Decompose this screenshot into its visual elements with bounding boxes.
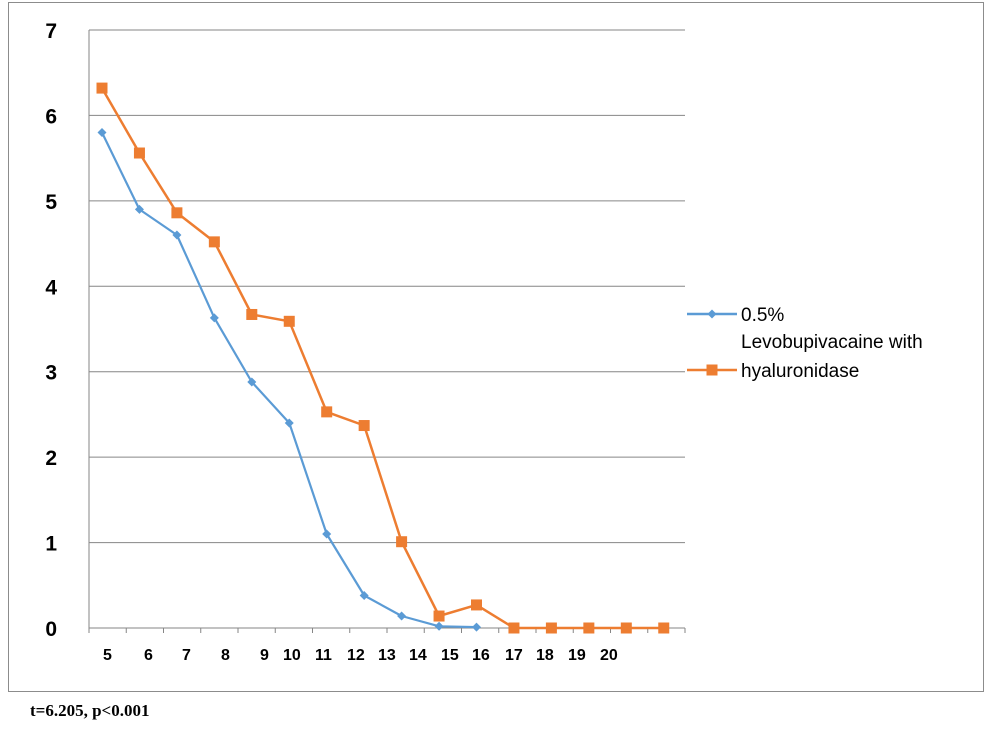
x-tick-labels: 5 6 7 8 9 10 11 12 13 14 15 16 17 18 19 20	[103, 647, 618, 664]
x-tick-label: 12	[347, 647, 365, 664]
legend-label-line-2: Levobupivacaine with	[741, 332, 923, 353]
x-tick-label: 5	[103, 647, 112, 664]
x-tick-label: 8	[221, 647, 230, 664]
legend-marker-series-1	[707, 309, 717, 319]
y-tick-label: 6	[45, 105, 57, 128]
y-tick-label: 1	[45, 533, 57, 556]
series-1-point	[472, 622, 481, 632]
y-tick-labels: 0 1 2 3 4 5 6 7	[45, 20, 57, 641]
x-tick-label: 11	[315, 647, 332, 664]
legend-marker-series-2	[706, 364, 718, 376]
series-2-point	[658, 622, 670, 634]
series-1-point	[172, 230, 182, 240]
series-2-point	[545, 622, 557, 634]
series-1-point	[434, 621, 444, 631]
y-tick-label: 3	[45, 362, 57, 385]
y-tick-label: 4	[45, 276, 57, 299]
series-1-point	[322, 529, 332, 539]
series-2	[96, 82, 670, 634]
series-1-point	[359, 591, 369, 601]
x-tick-label: 20	[600, 647, 618, 664]
series-1-point	[247, 377, 257, 387]
x-tick-label: 17	[505, 647, 523, 664]
x-tick-label: 9	[260, 647, 269, 664]
series	[96, 82, 670, 634]
y-tick-label: 2	[45, 447, 57, 470]
x-tick-label: 18	[536, 647, 554, 664]
statistics-footnote: t=6.205, p<0.001	[30, 701, 150, 720]
series-2-point	[508, 622, 520, 634]
series-1-point	[397, 611, 407, 621]
series-2-point	[583, 622, 595, 634]
x-tick-label: 10	[283, 647, 301, 664]
x-tick-label: 14	[409, 647, 427, 664]
series-1-point	[209, 313, 219, 323]
series-1-line	[101, 132, 477, 629]
series-2-point	[171, 207, 183, 219]
y-tick-label: 5	[45, 191, 57, 214]
legend-label-line-1: 0.5%	[741, 305, 784, 326]
series-2-point	[208, 236, 220, 248]
y-tick-label: 0	[45, 618, 57, 641]
series-2-point	[620, 622, 632, 634]
x-tick-label: 6	[144, 647, 153, 664]
series-2-point	[133, 147, 145, 159]
series-2-point	[433, 610, 445, 622]
x-tick-label: 19	[568, 647, 586, 664]
x-tick-label: 15	[441, 647, 459, 664]
y-tick-label: 7	[45, 20, 57, 43]
series-1-point	[284, 418, 294, 428]
legend: 0.5% Levobupivacaine with hyaluronidase	[687, 305, 923, 382]
series-1	[97, 128, 481, 632]
series-2-point	[96, 82, 108, 94]
series-1-point	[134, 204, 144, 214]
series-2-line	[100, 87, 664, 630]
x-tick-label: 16	[472, 647, 490, 664]
series-2-point	[246, 308, 258, 320]
series-2-point	[321, 406, 333, 418]
series-2-point	[471, 599, 482, 611]
series-2-point	[283, 315, 295, 327]
series-1-point	[97, 128, 107, 138]
legend-label-line-3: hyaluronidase	[741, 361, 859, 382]
gridlines	[89, 29, 685, 544]
series-2-point	[396, 536, 408, 548]
x-tick-label: 7	[182, 647, 191, 664]
series-2-point	[358, 420, 370, 432]
x-tick-label: 13	[378, 647, 396, 664]
